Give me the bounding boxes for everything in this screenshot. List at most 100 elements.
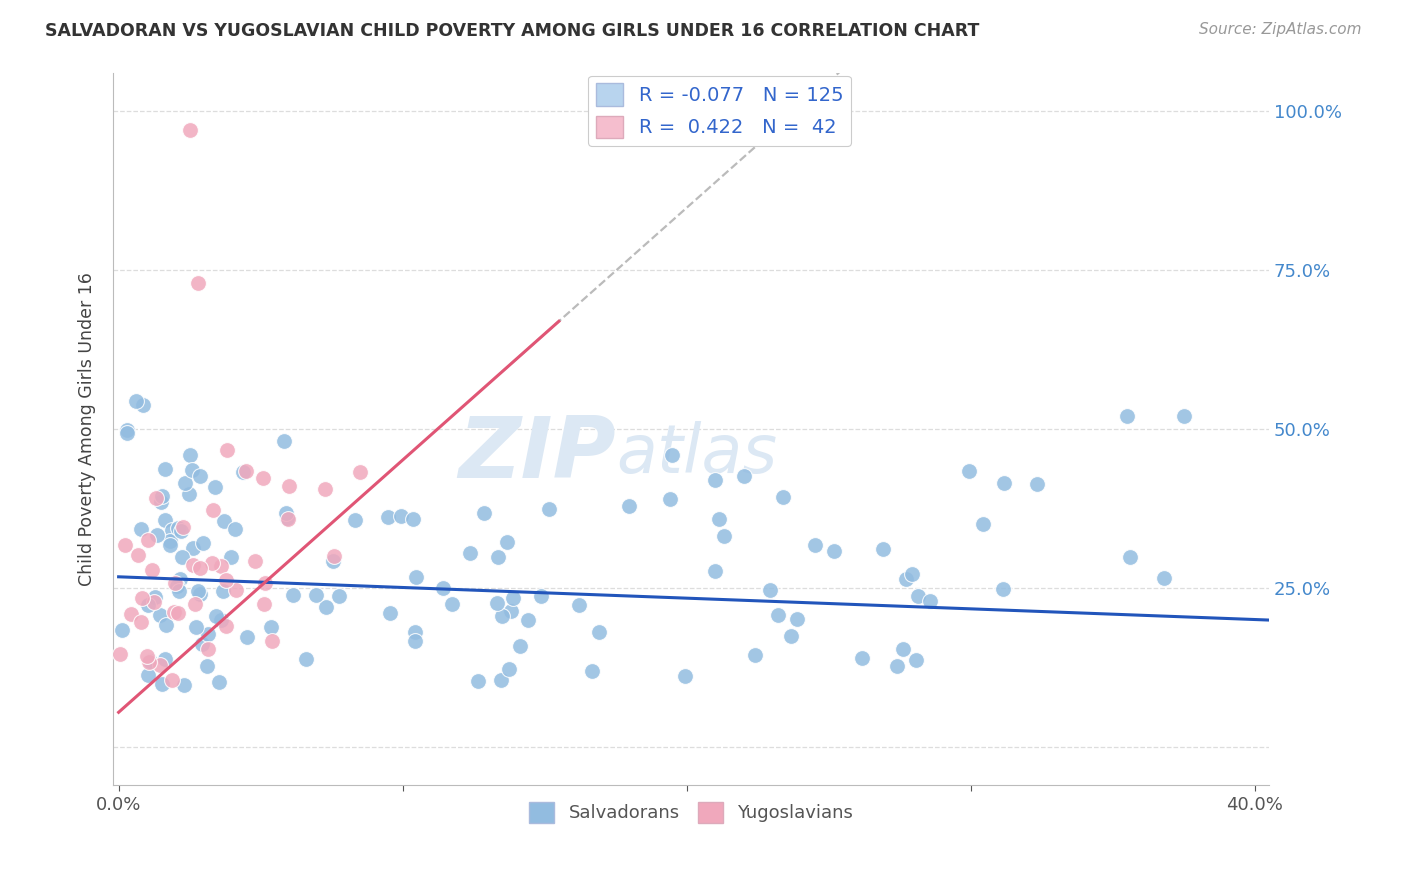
Point [155, 618, 177, 632]
Point [568, 598, 591, 612]
Point [920, 594, 942, 608]
Point [323, 549, 346, 564]
Point [823, 543, 845, 558]
Point [803, 538, 825, 552]
Point [262, 633, 284, 648]
Point [170, 549, 193, 564]
Point [188, 561, 211, 575]
Point [328, 590, 350, 604]
Point [215, 573, 238, 587]
Point [405, 570, 427, 584]
Point [170, 524, 193, 538]
Point [538, 502, 561, 516]
Point [159, 534, 181, 549]
Point [619, 499, 641, 513]
Point [188, 587, 211, 601]
Point [167, 584, 190, 599]
Text: Source: ZipAtlas.com: Source: ZipAtlas.com [1198, 22, 1361, 37]
Point [322, 554, 344, 568]
Point [195, 659, 218, 673]
Point [253, 597, 276, 611]
Point [190, 638, 212, 652]
Point [204, 608, 226, 623]
Text: SALVADORAN VS YUGOSLAVIAN CHILD POVERTY AMONG GIRLS UNDER 16 CORRELATION CHART: SALVADORAN VS YUGOSLAVIAN CHILD POVERTY … [45, 22, 980, 40]
Point [1119, 550, 1142, 565]
Point [162, 605, 184, 619]
Point [759, 583, 782, 598]
Point [155, 462, 177, 476]
Point [389, 509, 412, 524]
Point [278, 479, 301, 493]
Point [153, 652, 176, 666]
Point [212, 514, 235, 528]
Point [530, 589, 553, 603]
Point [274, 506, 297, 520]
Point [378, 606, 401, 620]
Point [138, 533, 160, 547]
Point [993, 582, 1015, 597]
Point [138, 655, 160, 669]
Point [208, 675, 231, 690]
Point [163, 576, 186, 591]
Point [177, 486, 200, 500]
Point [458, 546, 481, 560]
Point [786, 612, 808, 626]
Point [704, 564, 727, 578]
Point [219, 549, 242, 564]
Point [851, 651, 873, 665]
Point [496, 535, 519, 549]
Point [467, 673, 489, 688]
Point [886, 658, 908, 673]
Point [141, 563, 163, 577]
Point [673, 669, 696, 683]
Point [191, 536, 214, 550]
Point [224, 522, 246, 536]
Point [209, 613, 232, 627]
Point [197, 627, 219, 641]
Point [110, 647, 132, 661]
Point [160, 673, 183, 688]
Point [252, 471, 274, 485]
Point [120, 607, 142, 621]
Point [129, 521, 152, 535]
Point [183, 541, 205, 555]
Point [588, 624, 610, 639]
Point [872, 541, 894, 556]
Point [294, 652, 316, 666]
Point [405, 625, 427, 640]
Point [993, 476, 1015, 491]
Point [179, 123, 201, 137]
Legend: Salvadorans, Yugoslavians: Salvadorans, Yugoslavians [522, 795, 860, 830]
Point [181, 558, 204, 572]
Point [772, 490, 794, 504]
Point [440, 598, 463, 612]
Point [173, 678, 195, 692]
Point [172, 520, 194, 534]
Point [907, 589, 929, 603]
Point [498, 662, 520, 676]
Point [225, 583, 247, 598]
Point [117, 424, 139, 438]
Point [707, 511, 730, 525]
Point [900, 566, 922, 581]
Point [187, 584, 209, 599]
Point [204, 480, 226, 494]
Point [217, 442, 239, 457]
Point [186, 620, 208, 634]
Point [159, 538, 181, 552]
Point [349, 465, 371, 479]
Point [209, 559, 232, 574]
Point [501, 604, 523, 618]
Point [138, 654, 160, 668]
Point [404, 634, 426, 648]
Point [713, 529, 735, 543]
Point [235, 630, 257, 644]
Point [957, 464, 980, 478]
Point [343, 513, 366, 527]
Point [377, 510, 399, 524]
Point [766, 608, 789, 623]
Point [1116, 409, 1139, 424]
Point [1153, 571, 1175, 585]
Point [150, 489, 173, 503]
Text: ZIP: ZIP [458, 413, 616, 496]
